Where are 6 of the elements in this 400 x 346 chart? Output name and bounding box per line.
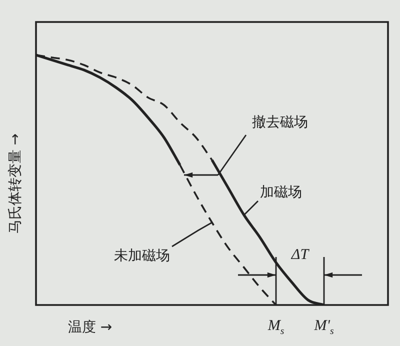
annotation: 撤去磁场 (252, 114, 308, 131)
y-axis-title: 马氏体转变量 → (8, 133, 24, 234)
text: 未加磁场 (114, 248, 170, 264)
x-axis-title: 温度 → (68, 320, 112, 336)
series-label: 加磁场 (260, 184, 302, 201)
annotation: ΔT (290, 246, 310, 263)
